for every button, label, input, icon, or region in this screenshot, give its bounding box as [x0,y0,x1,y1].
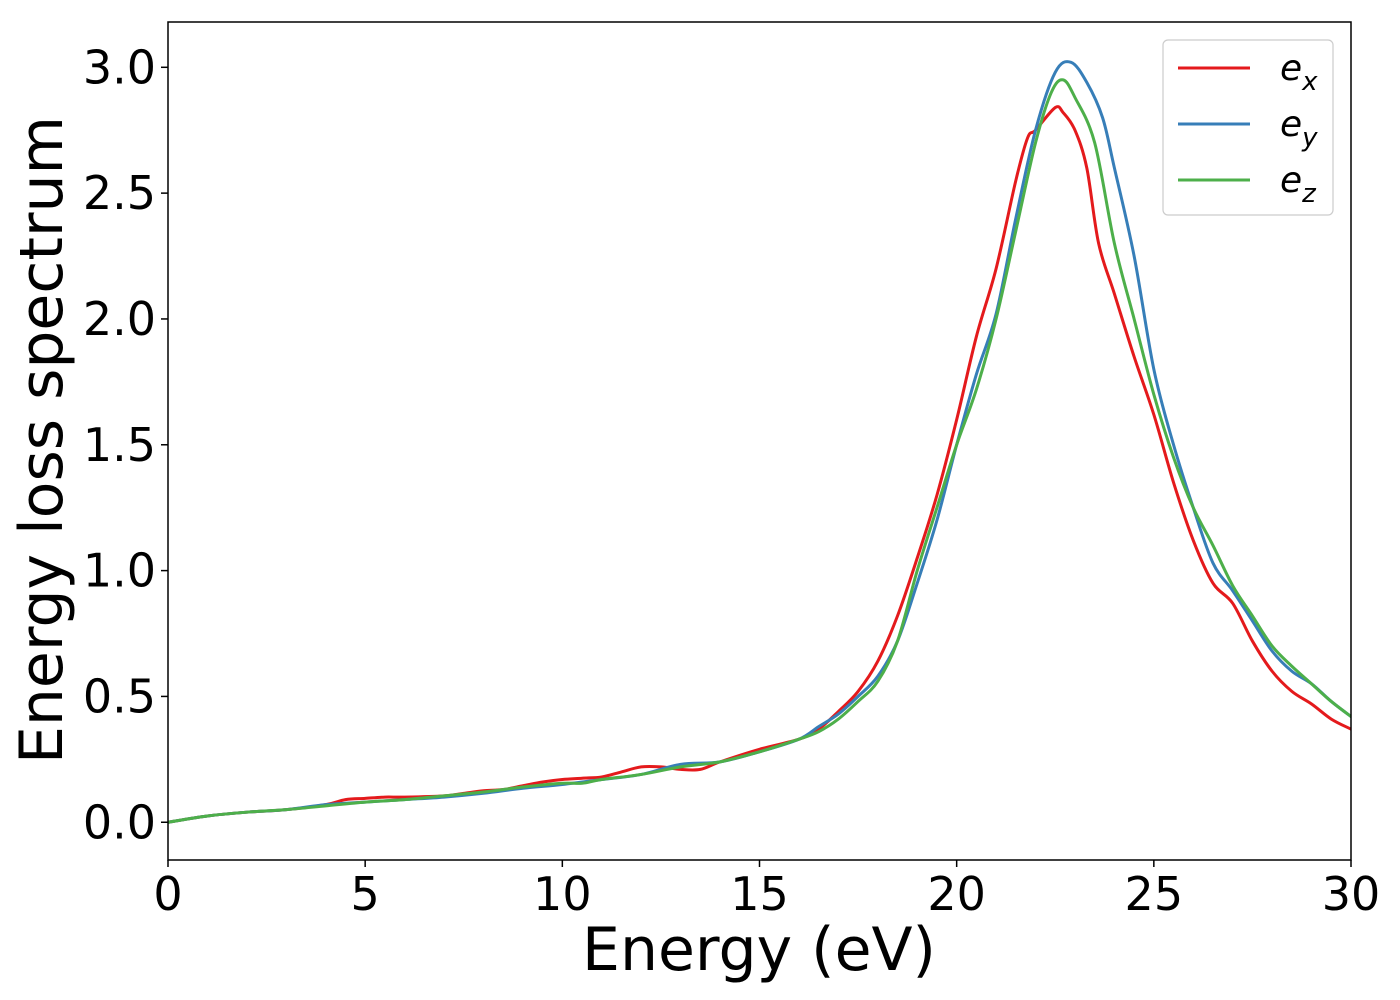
y-tick-label: 0.0 [83,795,156,849]
series-line-z [168,78,1351,824]
x-tick-label: 25 [1125,867,1184,921]
x-tick-label: 30 [1322,867,1381,921]
y-tick-label: 3.0 [83,40,156,94]
x-axis-label: Energy (eV) [582,915,936,985]
legend-box [1162,39,1334,216]
x-tick-label: 5 [351,867,380,921]
y-tick-label: 1.5 [83,418,156,472]
x-tick-label: 10 [533,867,592,921]
y-axis-label: Energy loss spectrum [7,116,77,764]
y-tick-label: 1.0 [83,544,156,598]
y-tick-label: 2.0 [83,292,156,346]
x-tick-label: 15 [730,867,789,921]
y-tick-label: 2.5 [83,166,156,220]
axes: 0 5 10 15 20 25 30 0.0 0.5 1.0 1.5 2.0 2.5 3.0 [83,21,1381,921]
x-tick-label: 0 [153,867,182,921]
plot-area [168,60,1351,824]
x-tick-label: 20 [927,867,986,921]
y-tick-label: 0.5 [83,669,156,723]
series-group [168,60,1351,824]
